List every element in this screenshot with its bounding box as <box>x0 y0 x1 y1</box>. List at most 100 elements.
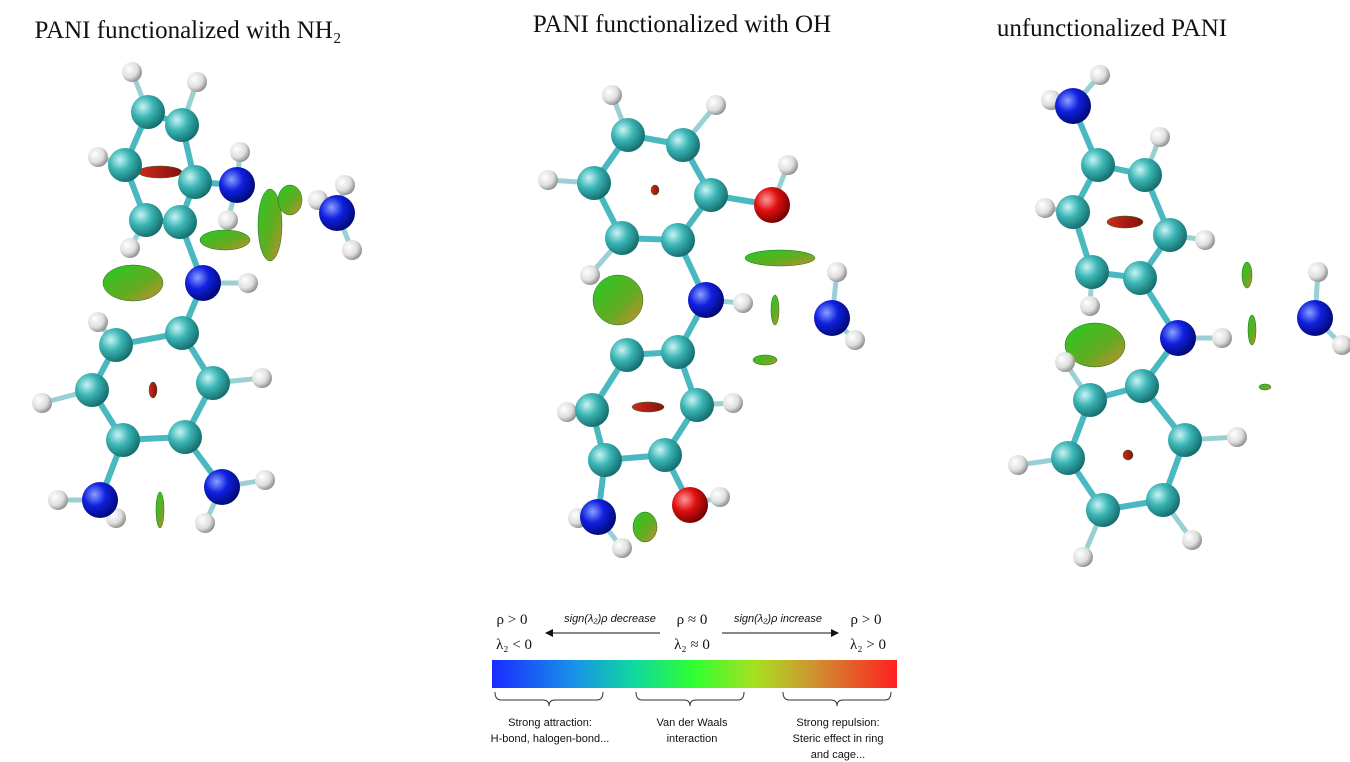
nci-surface <box>651 185 659 195</box>
carbon-atom <box>1153 218 1187 252</box>
carbon-atom <box>1125 369 1159 403</box>
hydrogen-atom <box>1195 230 1215 250</box>
nci-surface <box>632 402 664 412</box>
nitrogen-atom <box>1297 300 1333 336</box>
legend-text: λ₂ > 0 <box>850 637 886 653</box>
legend-text: ρ ≈ 0 <box>677 612 708 628</box>
legend-note: interaction <box>667 733 718 745</box>
hydrogen-atom <box>195 513 215 533</box>
carbon-atom <box>680 388 714 422</box>
carbon-atom <box>1075 255 1109 289</box>
carbon-atom <box>129 203 163 237</box>
hydrogen-atom <box>1212 328 1232 348</box>
carbon-atom <box>577 166 611 200</box>
oxygen-atom <box>754 187 790 223</box>
carbon-atom <box>1168 423 1202 457</box>
hydrogen-atom <box>1073 547 1093 567</box>
carbon-atom <box>196 366 230 400</box>
hydrogen-atom <box>187 72 207 92</box>
carbon-atom <box>661 335 695 369</box>
hydrogen-atom <box>335 175 355 195</box>
hydrogen-atom <box>218 210 238 230</box>
color-bar <box>492 660 897 688</box>
carbon-atom <box>610 338 644 372</box>
legend-text: sign(λ₂)ρ increase <box>734 613 822 625</box>
legend-text: λ₂ < 0 <box>496 637 532 653</box>
hydrogen-atom <box>252 368 272 388</box>
molecules <box>32 62 1350 567</box>
nitrogen-atom <box>219 167 255 203</box>
carbon-atom <box>694 178 728 212</box>
nci-surface <box>103 265 163 301</box>
hydrogen-atom <box>255 470 275 490</box>
panel-title: PANI functionalized with NH₂ <box>34 17 341 44</box>
nci-surface <box>138 166 182 178</box>
carbon-atom <box>1056 195 1090 229</box>
carbon-atom <box>168 420 202 454</box>
carbon-atom <box>165 108 199 142</box>
nci-surface <box>156 492 164 528</box>
carbon-atom <box>163 205 197 239</box>
legend-text: ρ > 0 <box>851 612 882 628</box>
carbon-atom <box>1081 148 1115 182</box>
hydrogen-atom <box>778 155 798 175</box>
carbon-atom <box>1086 493 1120 527</box>
carbon-atom <box>588 443 622 477</box>
hydrogen-atom <box>827 262 847 282</box>
nitrogen-atom <box>580 499 616 535</box>
hydrogen-atom <box>845 330 865 350</box>
carbon-atom <box>1128 158 1162 192</box>
hydrogen-atom <box>230 142 250 162</box>
hydrogen-atom <box>122 62 142 82</box>
panel-title: unfunctionalized PANI <box>997 15 1227 42</box>
legend: ρ > 0 λ₂ < 0 sign(λ₂)ρ decrease ρ ≈ 0 λ₂… <box>491 612 897 761</box>
hydrogen-atom <box>1308 262 1328 282</box>
nci-surface <box>1107 216 1143 228</box>
hydrogen-atom <box>1090 65 1110 85</box>
legend-text: ρ > 0 <box>497 612 528 628</box>
nci-surface <box>745 250 815 266</box>
legend-note: and cage... <box>811 749 865 761</box>
hydrogen-atom <box>238 273 258 293</box>
carbon-atom <box>108 148 142 182</box>
carbon-atom <box>575 393 609 427</box>
nitrogen-atom <box>1055 88 1091 124</box>
hydrogen-atom <box>1080 296 1100 316</box>
hydrogen-atom <box>710 487 730 507</box>
carbon-atom <box>178 165 212 199</box>
hydrogen-atom <box>706 95 726 115</box>
carbon-atom <box>99 328 133 362</box>
nci-surface <box>278 185 302 215</box>
oxygen-atom <box>672 487 708 523</box>
hydrogen-atom <box>1150 127 1170 147</box>
nci-surface <box>1123 450 1133 460</box>
hydrogen-atom <box>1182 530 1202 550</box>
nci-surface <box>200 230 250 250</box>
hydrogen-atom <box>733 293 753 313</box>
nci-surface <box>771 295 779 325</box>
hydrogen-atom <box>602 85 622 105</box>
hydrogen-atom <box>1008 455 1028 475</box>
nci-surface <box>753 355 777 365</box>
hydrogen-atom <box>120 238 140 258</box>
carbon-atom <box>648 438 682 472</box>
hydrogen-atom <box>1055 352 1075 372</box>
nci-surface <box>1259 384 1271 390</box>
legend-note: Steric effect in ring <box>793 733 884 745</box>
nci-surface <box>1248 315 1256 345</box>
hydrogen-atom <box>557 402 577 422</box>
legend-text: λ₂ ≈ 0 <box>674 637 710 653</box>
hydrogen-atom <box>538 170 558 190</box>
nci-surface <box>593 275 643 325</box>
carbon-atom <box>75 373 109 407</box>
carbon-atom <box>666 128 700 162</box>
nitrogen-atom <box>319 195 355 231</box>
legend-text: sign(λ₂)ρ decrease <box>564 613 656 625</box>
nci-surface <box>633 512 657 542</box>
legend-note: Strong repulsion: <box>796 717 879 729</box>
carbon-atom <box>605 221 639 255</box>
hydrogen-atom <box>48 490 68 510</box>
nitrogen-atom <box>814 300 850 336</box>
hydrogen-atom <box>32 393 52 413</box>
brace <box>495 692 603 706</box>
